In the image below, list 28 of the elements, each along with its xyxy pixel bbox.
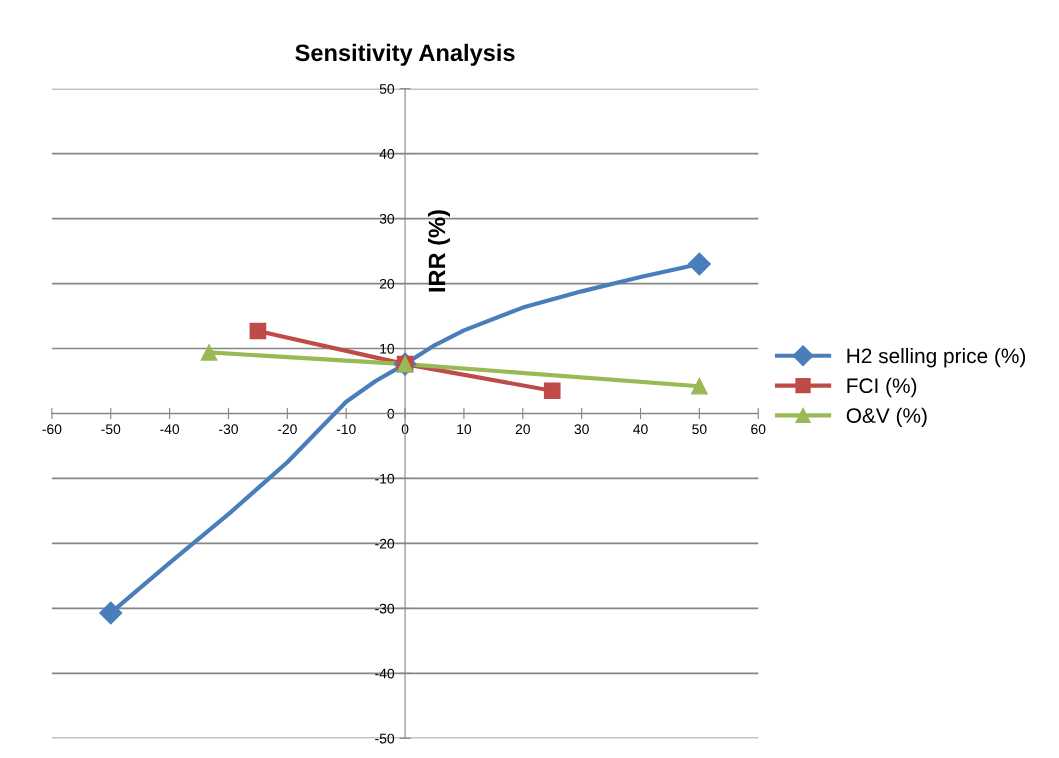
x-tick-label: 10 [457,424,472,435]
y-tick-label: 40 [379,148,395,159]
y-tick-label: -20 [375,538,395,549]
legend-label: O&V (%) [846,407,927,428]
x-tick-label: 60 [751,424,766,435]
x-tick-label: 50 [692,424,707,435]
x-tick-label: -40 [160,424,180,435]
x-tick-label: -20 [277,424,297,435]
x-tick-label: 0 [401,424,409,435]
legend-label: H2 selling price (%) [847,347,1026,368]
y-tick-label: 30 [379,213,395,224]
y-tick-label: 10 [380,343,395,354]
x-tick-label: -10 [336,424,356,435]
x-tick-label: -60 [42,424,62,435]
y-tick-label: 50 [379,84,395,94]
y-axis-title: IRR (%) [427,210,450,292]
x-tick-label: 40 [633,424,648,435]
x-tick-label: -50 [101,424,121,435]
x-tick-label: 20 [515,424,530,435]
y-tick-label: 20 [379,278,395,289]
y-tick-label: -50 [375,733,395,744]
y-tick-label: -30 [375,603,395,614]
legend-label: FCI (%) [847,377,917,398]
y-tick-label: -10 [375,473,395,484]
x-tick-label: -30 [219,424,238,435]
y-tick-label: -40 [375,668,395,679]
chart-title: Sensitivity Analysis [295,43,515,66]
x-tick-label: 30 [574,424,589,435]
